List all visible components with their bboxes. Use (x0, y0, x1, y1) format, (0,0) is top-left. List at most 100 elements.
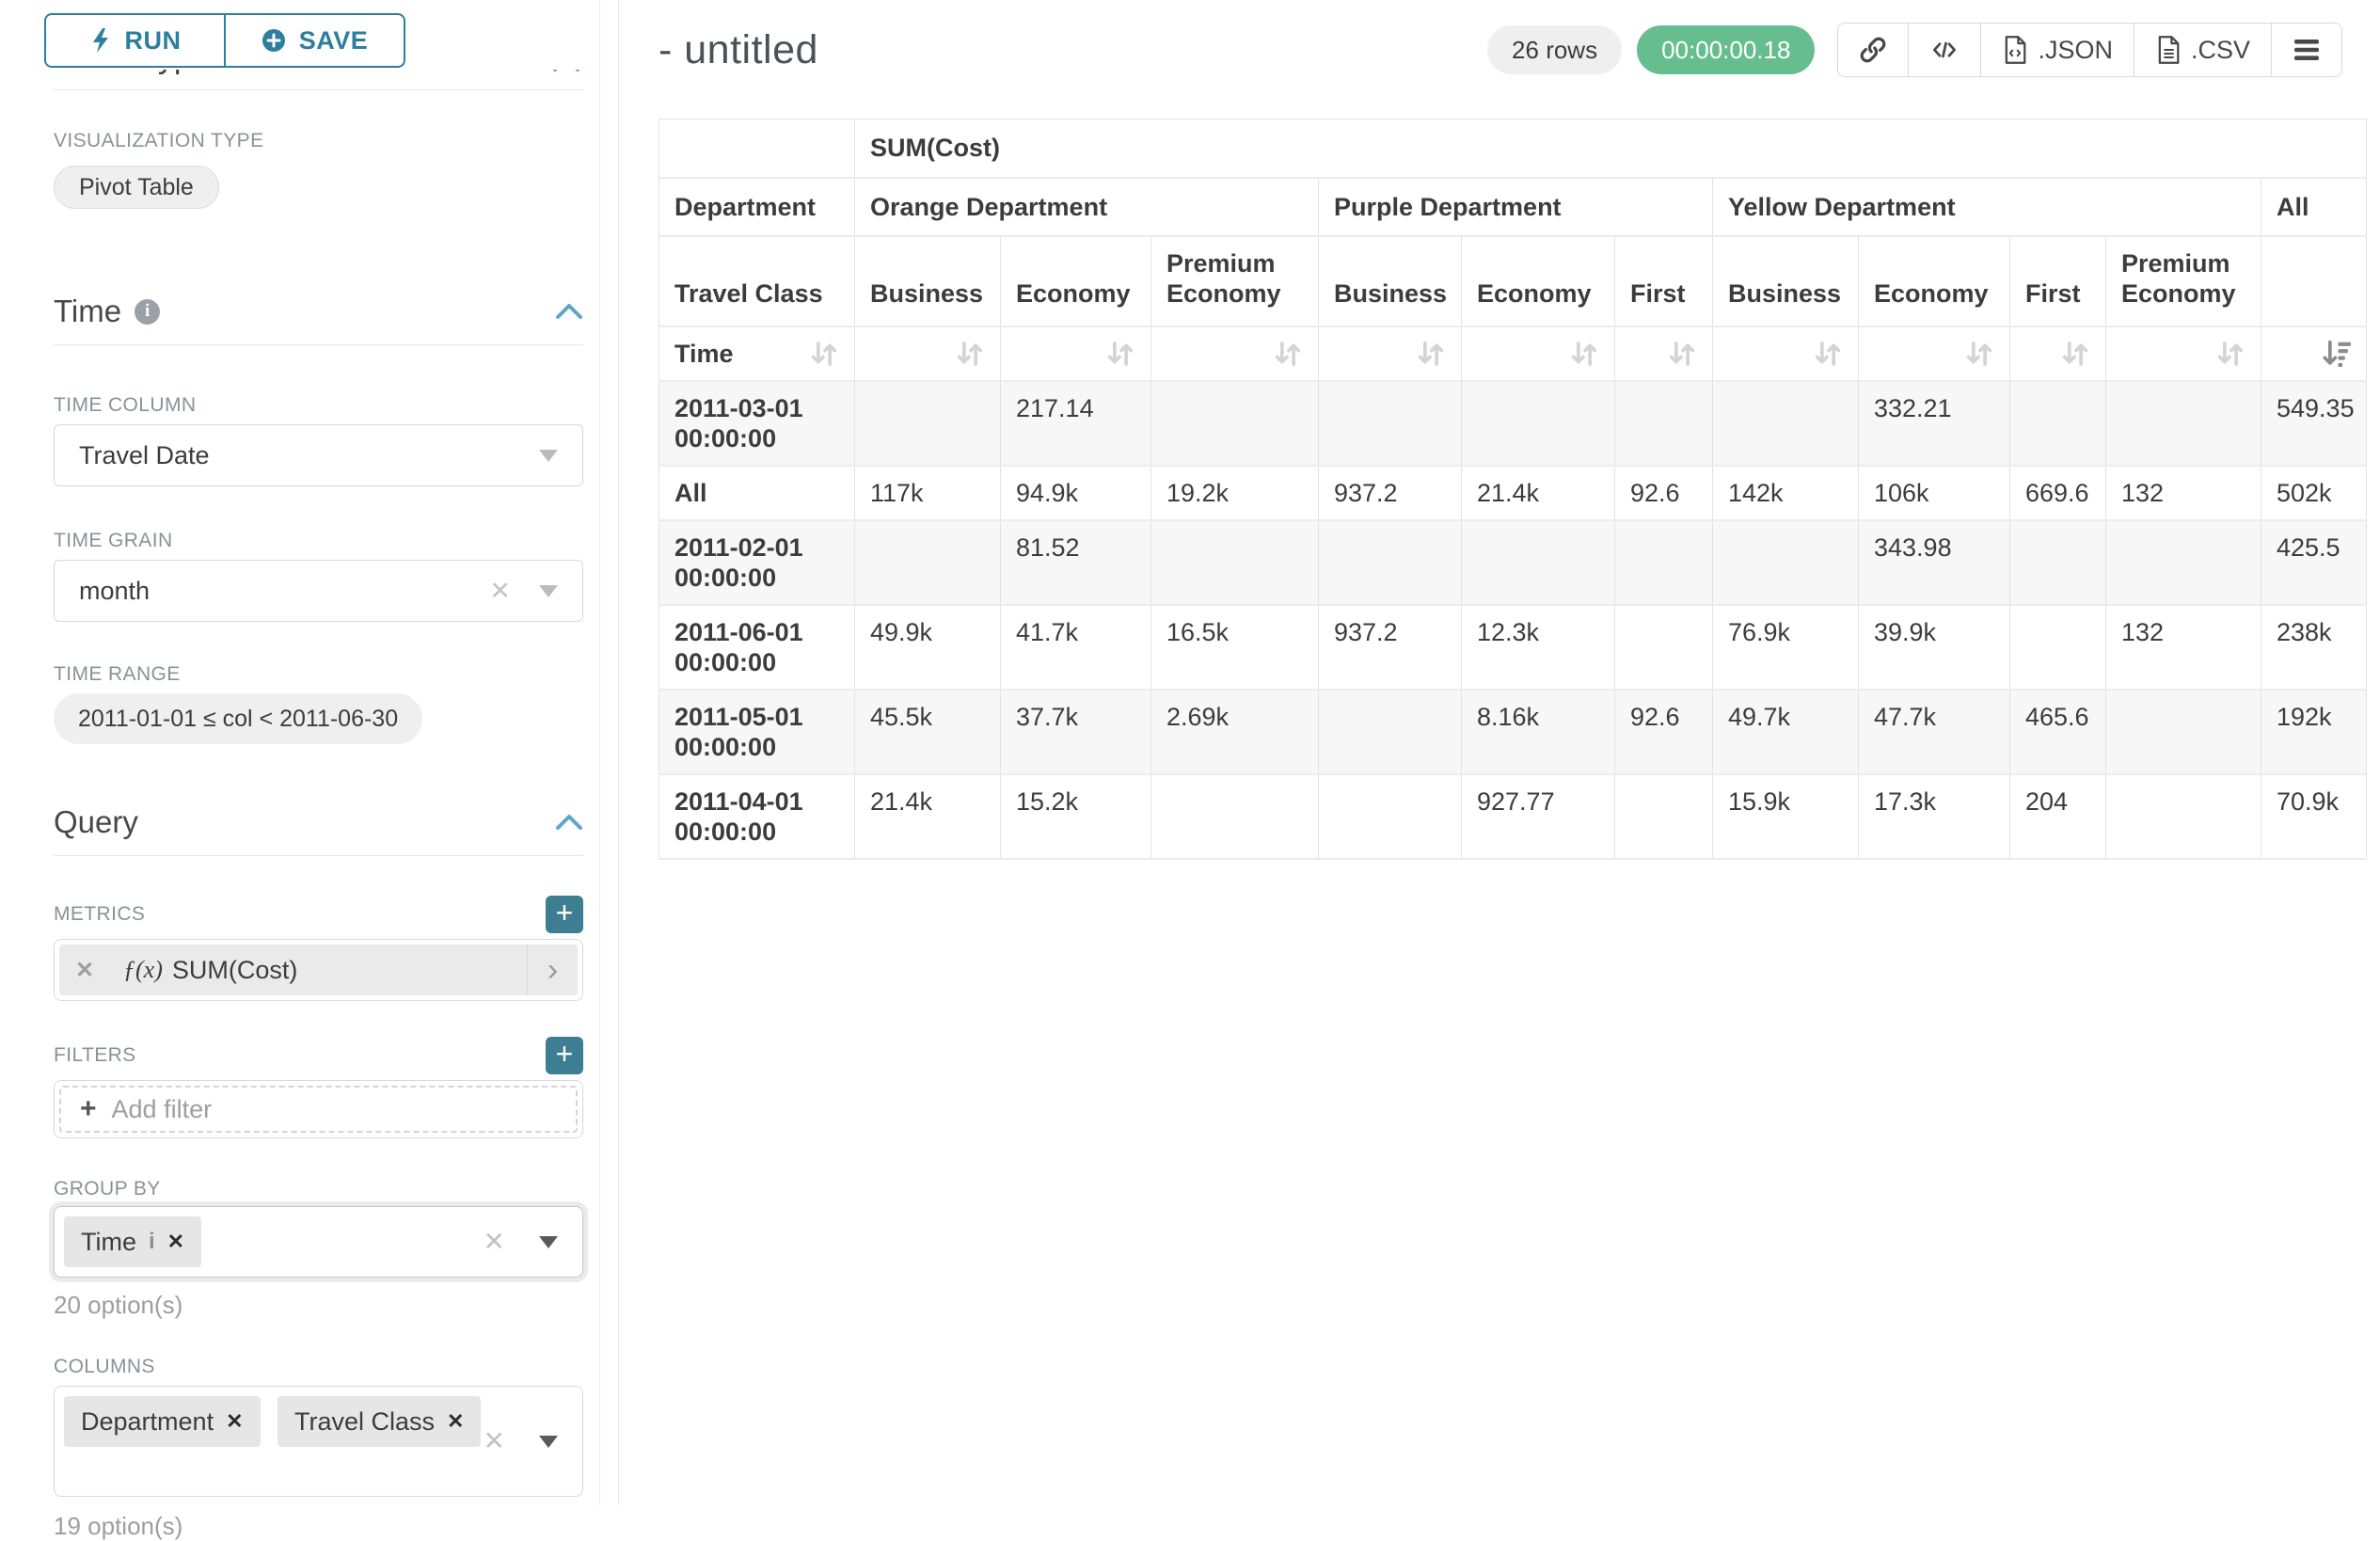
share-link-button[interactable] (1838, 24, 1908, 76)
time-grain-select[interactable]: month ✕ (54, 560, 583, 622)
pivot-col-group-header: Purple Department (1318, 177, 1713, 237)
pivot-col-header: Economy (1858, 235, 2010, 327)
pivot-value-cell: 204 (2009, 773, 2106, 860)
panel-scrollbar-track[interactable] (599, 0, 600, 1505)
sort-desc-icon[interactable] (2321, 339, 2352, 369)
metric-value: SUM(Cost) (171, 955, 298, 984)
pivot-value-cell: 15.9k (1712, 773, 1859, 860)
sort-both-icon[interactable] (1105, 339, 1135, 369)
query-collapse-chevron-icon[interactable] (555, 814, 583, 831)
pivot-value-cell: 549.35 (2261, 380, 2368, 467)
metrics-control: ✕ ƒ(x) SUM(Cost) › (54, 939, 583, 1001)
filters-label-row: FILTERS + (54, 1037, 583, 1074)
filters-control: + Add filter (54, 1080, 583, 1138)
pivot-value-cell (1614, 519, 1713, 606)
columns-select[interactable]: Department ✕ Travel Class ✕ ✕ (54, 1386, 583, 1497)
run-button[interactable]: RUN (46, 15, 224, 66)
pivot-table: SUM(Cost) Department Orange Department Purp… (658, 119, 2368, 860)
pivot-sort-cell (1000, 326, 1151, 382)
sort-both-icon[interactable] (1416, 339, 1446, 369)
export-json-button[interactable]: .JSON (1980, 24, 2134, 76)
group-by-options-count: 20 option(s) (54, 1291, 183, 1319)
chart-title[interactable]: - untitled (658, 26, 818, 72)
pivot-value-cell (1318, 689, 1462, 775)
sort-both-icon[interactable] (809, 339, 839, 369)
pivot-value-cell: 192k (2261, 689, 2368, 775)
sort-both-icon[interactable] (1667, 339, 1697, 369)
remove-chip-icon[interactable]: ✕ (167, 1230, 185, 1253)
columns-chip-department[interactable]: Department ✕ (64, 1396, 261, 1447)
chevron-down-icon[interactable] (539, 1435, 558, 1448)
chevron-down-icon[interactable] (539, 1235, 558, 1248)
pivot-value-cell: 669.6 (2009, 465, 2106, 521)
chevron-right-icon[interactable]: › (527, 945, 578, 995)
pivot-value-cell: 49.7k (1712, 689, 1859, 775)
pivot-col-header: Economy (1461, 235, 1615, 327)
control-panel-scroll[interactable]: Chart Type VISUALIZATION TYPE Pivot Tabl… (0, 0, 599, 1540)
pivot-class-dim-label: Travel Class (658, 235, 855, 327)
clear-icon[interactable]: ✕ (483, 1227, 505, 1256)
remove-chip-icon[interactable]: ✕ (226, 1409, 244, 1433)
pivot-sort-cell (1461, 326, 1615, 382)
export-csv-button[interactable]: .CSV (2133, 24, 2271, 76)
plus-circle-icon (262, 29, 285, 52)
sort-both-icon[interactable] (955, 339, 985, 369)
chart-area: - untitled 26 rows 00:00:00.18 .JSON (619, 0, 2380, 1505)
pivot-value-cell: 117k (854, 465, 1001, 521)
remove-chip-icon[interactable]: ✕ (447, 1409, 465, 1433)
clear-icon[interactable]: ✕ (489, 576, 511, 605)
pivot-sort-cell (1712, 326, 1859, 382)
sort-both-icon[interactable] (1813, 339, 1843, 369)
control-panel: Chart Type VISUALIZATION TYPE Pivot Tabl… (0, 0, 619, 1540)
time-collapse-chevron-icon[interactable] (555, 303, 583, 320)
pivot-col-group-header: Orange Department (854, 177, 1319, 237)
pivot-sort-cell (1318, 326, 1462, 382)
columns-chip-travel-class[interactable]: Travel Class ✕ (277, 1396, 482, 1447)
sort-both-icon[interactable] (2215, 339, 2245, 369)
chevron-down-icon (539, 584, 558, 597)
pivot-value-cell: 49.9k (854, 604, 1001, 691)
pivot-value-cell: 937.2 (1318, 604, 1462, 691)
pivot-value-cell: 17.3k (1858, 773, 2010, 860)
group-by-select[interactable]: Time i ✕ ✕ (54, 1206, 583, 1278)
file-code-icon (2006, 36, 2026, 64)
chart-header: - untitled 26 rows 00:00:00.18 .JSON (658, 23, 2380, 77)
time-column-value: Travel Date (79, 440, 210, 469)
pivot-sort-cell (1858, 326, 2010, 382)
group-by-chip[interactable]: Time i ✕ (64, 1216, 202, 1267)
clear-icon[interactable]: ✕ (483, 1426, 505, 1455)
section-divider (54, 855, 583, 856)
sort-both-icon[interactable] (1569, 339, 1599, 369)
pivot-corner-cell (658, 119, 855, 179)
query-section-title: Query (54, 804, 138, 839)
menu-button[interactable] (2271, 24, 2341, 76)
sort-both-icon[interactable] (1273, 339, 1303, 369)
pivot-value-cell: 217.14 (1000, 380, 1151, 467)
visualization-type-pill[interactable]: Pivot Table (54, 166, 219, 209)
link-icon (1861, 37, 1886, 63)
pivot-value-cell: 47.7k (1858, 689, 2010, 775)
chart-header-actions: 26 rows 00:00:00.18 .JSON .CSV (1487, 23, 2342, 77)
add-filter-dropzone[interactable]: + Add filter (59, 1086, 578, 1133)
pivot-value-cell (1461, 519, 1615, 606)
time-grain-value: month (79, 576, 151, 605)
metric-chip[interactable]: ✕ ƒ(x) SUM(Cost) › (59, 945, 578, 995)
add-metric-button[interactable]: + (546, 896, 583, 933)
pivot-row: 2011-06-01 00:00:00 49.9k 41.7k 16.5k 937.2 1… (658, 604, 2368, 691)
time-column-select[interactable]: Travel Date (54, 424, 583, 486)
sort-both-icon[interactable] (2060, 339, 2090, 369)
pivot-value-cell (1614, 773, 1713, 860)
plus-icon: + (80, 1093, 97, 1124)
pivot-row-label: 2011-03-01 00:00:00 (658, 380, 855, 467)
sort-both-icon[interactable] (1964, 339, 1994, 369)
columns-chip-label: Department (81, 1406, 214, 1436)
pivot-value-cell (2009, 604, 2106, 691)
pivot-dept-dim-label: Department (658, 177, 855, 237)
pivot-row: 2011-04-01 00:00:00 21.4k 15.2k 927.77 15.9k… (658, 773, 2368, 860)
save-button[interactable]: SAVE (224, 15, 404, 66)
time-range-pill[interactable]: 2011-01-01 ≤ col < 2011-06-30 (54, 693, 423, 744)
remove-metric-icon[interactable]: ✕ (74, 957, 95, 983)
add-filter-button[interactable]: + (546, 1037, 583, 1074)
embed-code-button[interactable] (1908, 24, 1980, 76)
pivot-value-cell: 106k (1858, 465, 2010, 521)
